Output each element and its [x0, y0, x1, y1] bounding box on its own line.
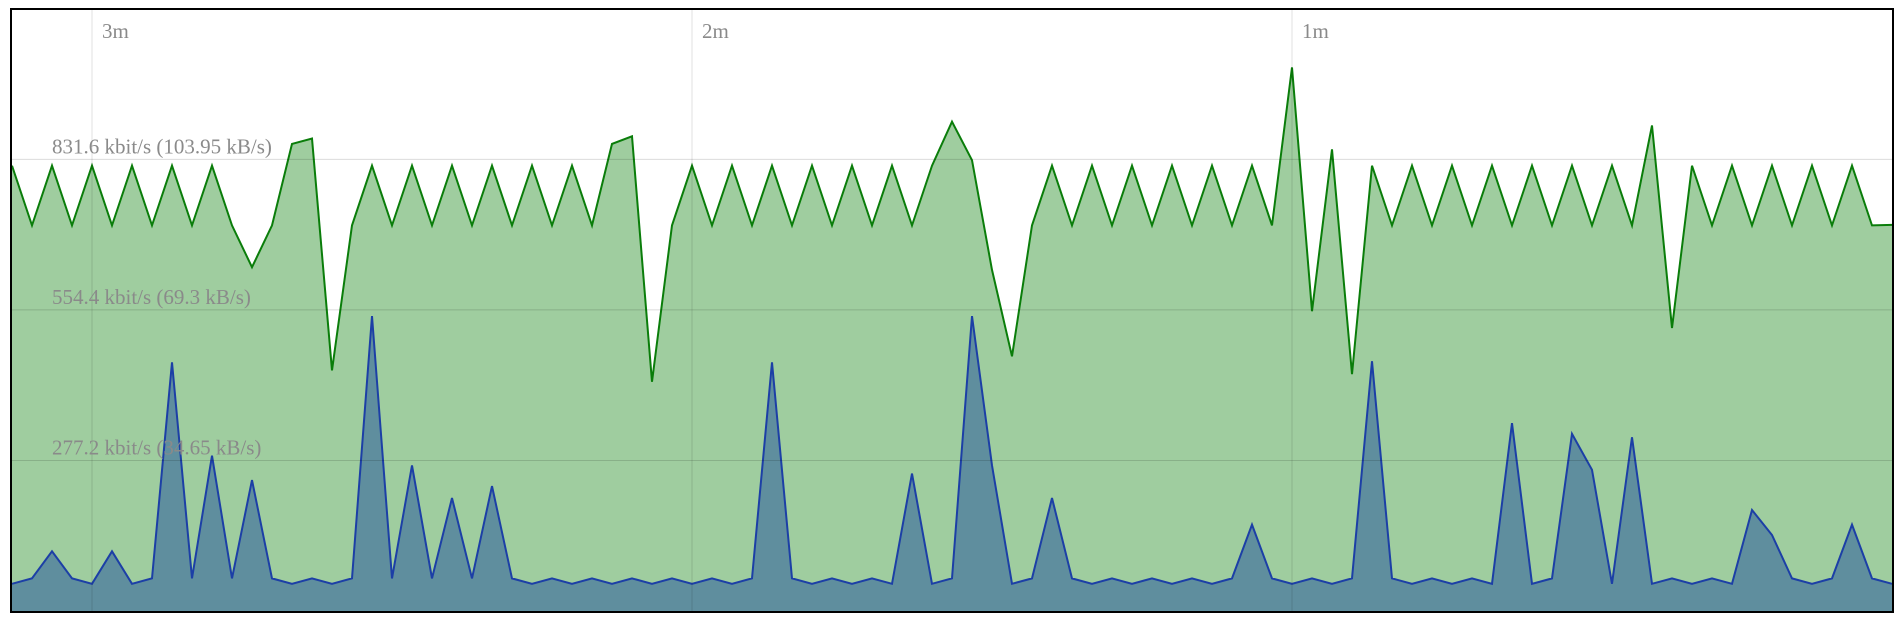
areas — [11, 67, 1893, 611]
series-line — [11, 67, 1893, 382]
y-tick-label: 277.2 kbit/s (34.65 kB/s) — [52, 435, 261, 459]
plot-border — [10, 8, 1894, 613]
series-line — [11, 315, 1893, 586]
labels: 3m 2m 1m 277.2 kbit/s (34.65 kB/s) 554.4 kbi… — [52, 19, 1329, 459]
x-tick-label: 1m — [1302, 19, 1329, 43]
series-area — [12, 67, 1892, 611]
series-area — [12, 316, 1892, 611]
x-tick-label: 2m — [702, 19, 729, 43]
y-tick-label: 554.4 kbit/s (69.3 kB/s) — [52, 285, 251, 309]
y-tick-label: 831.6 kbit/s (103.95 kB/s) — [52, 134, 272, 158]
x-tick-label: 3m — [102, 19, 129, 43]
grid — [12, 10, 1892, 611]
